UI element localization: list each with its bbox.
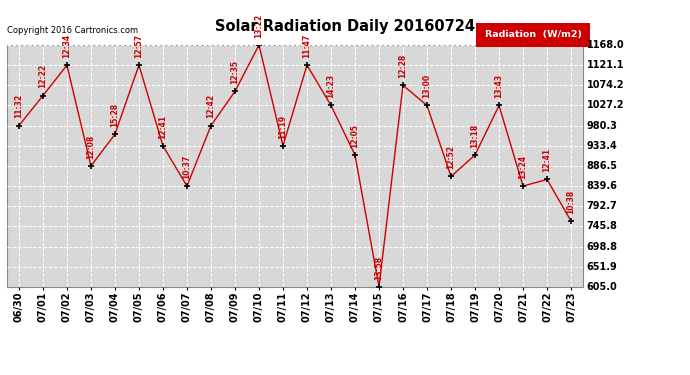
Text: 12:41: 12:41 xyxy=(159,114,168,138)
Text: 1121.1: 1121.1 xyxy=(586,60,624,70)
Text: 13:22: 13:22 xyxy=(255,13,264,38)
Text: 13:58: 13:58 xyxy=(375,255,384,280)
Text: 12:57: 12:57 xyxy=(135,34,144,58)
Text: 13:00: 13:00 xyxy=(422,74,431,98)
Text: 12:05: 12:05 xyxy=(351,124,359,148)
Text: 698.8: 698.8 xyxy=(586,242,618,252)
Text: 1074.2: 1074.2 xyxy=(586,80,624,90)
Text: 1168.0: 1168.0 xyxy=(586,40,624,50)
Text: 14:23: 14:23 xyxy=(326,74,335,98)
Text: 13:43: 13:43 xyxy=(495,74,504,98)
Text: 745.8: 745.8 xyxy=(586,221,618,231)
Text: 886.5: 886.5 xyxy=(586,161,618,171)
Text: 605.0: 605.0 xyxy=(586,282,618,292)
Text: 651.9: 651.9 xyxy=(586,262,618,272)
Text: 11:19: 11:19 xyxy=(279,114,288,138)
Text: 10:37: 10:37 xyxy=(182,154,191,179)
Text: 11:32: 11:32 xyxy=(14,94,23,118)
Text: 12:35: 12:35 xyxy=(230,60,239,84)
Text: 12:34: 12:34 xyxy=(62,34,72,58)
Text: 12:42: 12:42 xyxy=(206,94,215,118)
Text: 12:22: 12:22 xyxy=(39,64,48,88)
Text: 792.7: 792.7 xyxy=(586,201,618,211)
Text: 12:41: 12:41 xyxy=(542,148,551,172)
Text: Radiation  (W/m2): Radiation (W/m2) xyxy=(484,30,582,39)
Text: 11:47: 11:47 xyxy=(302,34,311,58)
Text: 12:28: 12:28 xyxy=(399,54,408,78)
Text: 839.6: 839.6 xyxy=(586,181,618,191)
Text: 12:52: 12:52 xyxy=(446,145,455,169)
Text: 933.4: 933.4 xyxy=(586,141,618,151)
Text: 980.3: 980.3 xyxy=(586,121,618,130)
Text: 12:08: 12:08 xyxy=(86,134,95,159)
Text: 1027.2: 1027.2 xyxy=(586,100,624,111)
Text: Copyright 2016 Cartronics.com: Copyright 2016 Cartronics.com xyxy=(7,26,138,35)
Text: Solar Radiation Daily 20160724: Solar Radiation Daily 20160724 xyxy=(215,19,475,34)
Text: 10:38: 10:38 xyxy=(566,190,575,214)
Text: 15:28: 15:28 xyxy=(110,103,119,127)
Text: 13:24: 13:24 xyxy=(518,155,528,179)
Text: 13:18: 13:18 xyxy=(471,123,480,148)
